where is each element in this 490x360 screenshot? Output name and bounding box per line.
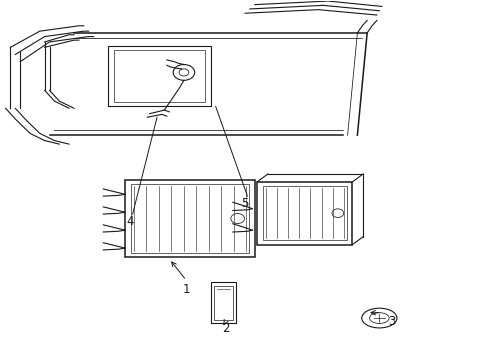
Text: 1: 1	[183, 283, 190, 296]
Bar	[125, 180, 255, 257]
Bar	[263, 186, 346, 240]
Text: 4: 4	[126, 215, 134, 228]
Bar	[257, 182, 352, 244]
Bar	[131, 184, 249, 253]
Bar	[211, 282, 236, 323]
Bar	[114, 50, 205, 102]
Text: 5: 5	[241, 197, 249, 210]
Text: 2: 2	[221, 322, 229, 335]
Bar	[108, 45, 211, 107]
Text: 3: 3	[388, 315, 395, 328]
Bar	[214, 286, 233, 320]
